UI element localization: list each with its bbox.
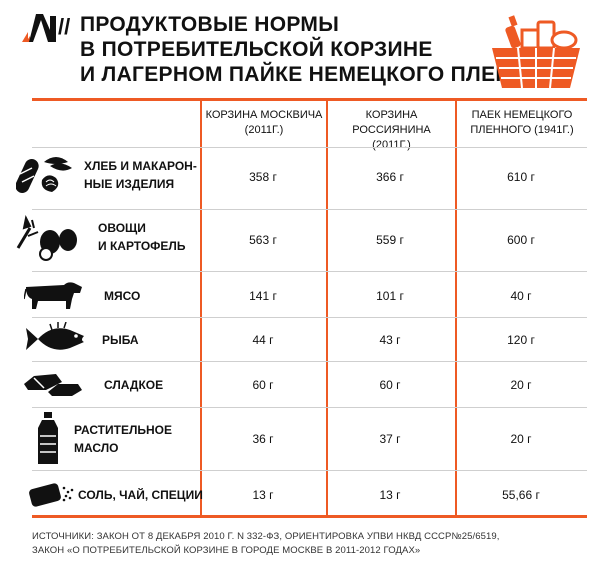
bread-pasta-icon [16, 157, 72, 193]
logo-icon [22, 14, 56, 42]
column-divider [200, 101, 202, 516]
value-russia-vegetables: 559 г [376, 233, 404, 247]
value-moscow-salt: 13 г [252, 488, 274, 502]
value-russia-oil: 37 г [379, 432, 401, 446]
value-russia-fish: 43 г [379, 333, 401, 347]
column-header-title: КОРЗИНА РОССИЯНИНА [352, 109, 431, 136]
value-russia-bread: 366 г [376, 170, 404, 184]
value-moscow-fish: 44 г [252, 333, 274, 347]
source-line-1: ИСТОЧНИКИ: ЗАКОН ОТ 8 ДЕКАБРЯ 2010 Г. N … [32, 531, 500, 542]
column-divider [455, 101, 457, 516]
footer-divider [32, 515, 587, 518]
row-divider [32, 209, 587, 210]
column-header-moscow: КОРЗИНА МОСКВИЧА (2011г.) [202, 108, 326, 138]
column-divider [326, 101, 328, 516]
value-pow-oil: 20 г [510, 432, 532, 446]
value-russia-salt: 13 г [379, 488, 401, 502]
value-pow-fish: 120 г [507, 333, 535, 347]
value-russia-meat: 101 г [376, 289, 404, 303]
value-pow-vegetables: 600 г [507, 233, 535, 247]
salt-tea-spices-icon [29, 483, 74, 507]
column-header-title: КОРЗИНА МОСКВИЧА [205, 109, 323, 121]
row-label-vegetables: ОВОЩИ И КАРТОФЕЛЬ [98, 221, 186, 253]
header-divider [32, 98, 587, 101]
value-moscow-meat: 141 г [249, 289, 277, 303]
row-divider [32, 147, 587, 148]
oil-bottle-icon [38, 412, 58, 464]
value-moscow-vegetables: 563 г [249, 233, 277, 247]
basket-icon [492, 15, 580, 89]
row-divider [32, 361, 587, 362]
column-header-year: ПЛЕННОГО (1941г.) [470, 124, 574, 136]
title-line-3: И ЛАГЕРНОМ ПАЙКЕ НЕМЕЦКОГО ПЛЕННОГО [80, 63, 572, 86]
row-divider [32, 470, 587, 471]
row-label-sweets: СЛАДКОЕ [104, 378, 164, 392]
title-line-1: ПРОДУКТОВЫЕ НОРМЫ [80, 13, 340, 36]
candy-icon [24, 374, 82, 396]
column-header-year: (2011г.) [372, 139, 411, 151]
title-separator: // [58, 14, 71, 39]
row-divider [32, 407, 587, 408]
value-moscow-bread: 358 г [249, 170, 277, 184]
vegetables-icon [16, 214, 77, 261]
row-label-fish: РЫБА [102, 333, 139, 347]
value-pow-sweets: 20 г [510, 378, 532, 392]
row-divider [32, 271, 587, 272]
row-label-salt: СОЛЬ, ЧАЙ, СПЕЦИИ [78, 488, 203, 502]
cow-icon [24, 282, 82, 309]
value-moscow-sweets: 60 г [252, 378, 274, 392]
value-pow-bread: 610 г [507, 170, 535, 184]
column-header-russia: КОРЗИНА РОССИЯНИНА (2011г.) [328, 108, 455, 153]
column-header-pow: ПАЕК НЕМЕЦКОГО ПЛЕННОГО (1941г.) [457, 108, 587, 138]
row-divider [32, 317, 587, 318]
title-line-2: В ПОТРЕБИТЕЛЬСКОЙ КОРЗИНЕ [80, 38, 433, 61]
fish-icon [26, 322, 84, 350]
source-line-2: ЗАКОН «О ПОТРЕБИТЕЛЬСКОЙ КОРЗИНЕ В ГОРОД… [32, 545, 421, 556]
value-russia-sweets: 60 г [379, 378, 401, 392]
column-header-year: (2011г.) [244, 124, 284, 136]
column-header-title: ПАЕК НЕМЕЦКОГО [471, 109, 573, 121]
value-pow-meat: 40 г [510, 289, 532, 303]
row-label-bread: ХЛЕБ И МАКАРОН- НЫЕ ИЗДЕЛИЯ [84, 159, 197, 191]
row-label-oil: РАСТИТЕЛЬНОЕ МАСЛО [74, 423, 173, 455]
page-title: ПРОДУКТОВЫЕ НОРМЫ В ПОТРЕБИТЕЛЬСКОЙ КОРЗ… [80, 12, 572, 87]
row-label-meat: МЯСО [104, 289, 141, 303]
value-pow-salt: 55,66 г [502, 488, 540, 502]
value-moscow-oil: 36 г [252, 432, 274, 446]
